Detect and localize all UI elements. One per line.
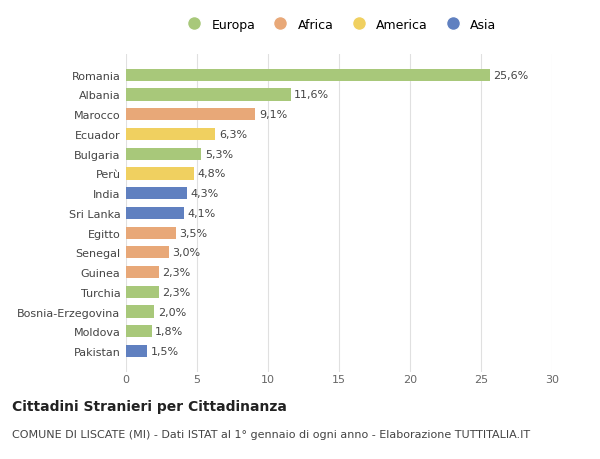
Bar xyxy=(126,345,148,358)
Text: 3,0%: 3,0% xyxy=(172,248,200,258)
Bar xyxy=(126,325,152,338)
Text: 11,6%: 11,6% xyxy=(294,90,329,100)
Bar xyxy=(126,69,490,82)
Bar xyxy=(126,168,194,180)
Bar xyxy=(126,227,176,239)
Text: 1,8%: 1,8% xyxy=(155,327,184,336)
Legend: Europa, Africa, America, Asia: Europa, Africa, America, Asia xyxy=(176,14,502,37)
Bar xyxy=(126,129,215,141)
Text: 5,3%: 5,3% xyxy=(205,149,233,159)
Text: 9,1%: 9,1% xyxy=(259,110,287,120)
Text: 2,0%: 2,0% xyxy=(158,307,186,317)
Text: 2,3%: 2,3% xyxy=(162,287,190,297)
Bar xyxy=(126,207,184,219)
Text: 6,3%: 6,3% xyxy=(219,130,247,140)
Text: 25,6%: 25,6% xyxy=(493,71,529,81)
Bar xyxy=(126,286,158,298)
Text: 2,3%: 2,3% xyxy=(162,268,190,278)
Bar xyxy=(126,188,187,200)
Text: 3,5%: 3,5% xyxy=(179,228,208,238)
Bar xyxy=(126,247,169,259)
Bar xyxy=(126,148,201,161)
Text: COMUNE DI LISCATE (MI) - Dati ISTAT al 1° gennaio di ogni anno - Elaborazione TU: COMUNE DI LISCATE (MI) - Dati ISTAT al 1… xyxy=(12,429,530,439)
Bar xyxy=(126,109,255,121)
Text: 4,8%: 4,8% xyxy=(198,169,226,179)
Bar xyxy=(126,266,158,279)
Text: Cittadini Stranieri per Cittadinanza: Cittadini Stranieri per Cittadinanza xyxy=(12,399,287,413)
Bar xyxy=(126,306,154,318)
Bar xyxy=(126,89,291,101)
Text: 4,3%: 4,3% xyxy=(191,189,219,199)
Text: 1,5%: 1,5% xyxy=(151,346,179,356)
Text: 4,1%: 4,1% xyxy=(188,208,216,218)
